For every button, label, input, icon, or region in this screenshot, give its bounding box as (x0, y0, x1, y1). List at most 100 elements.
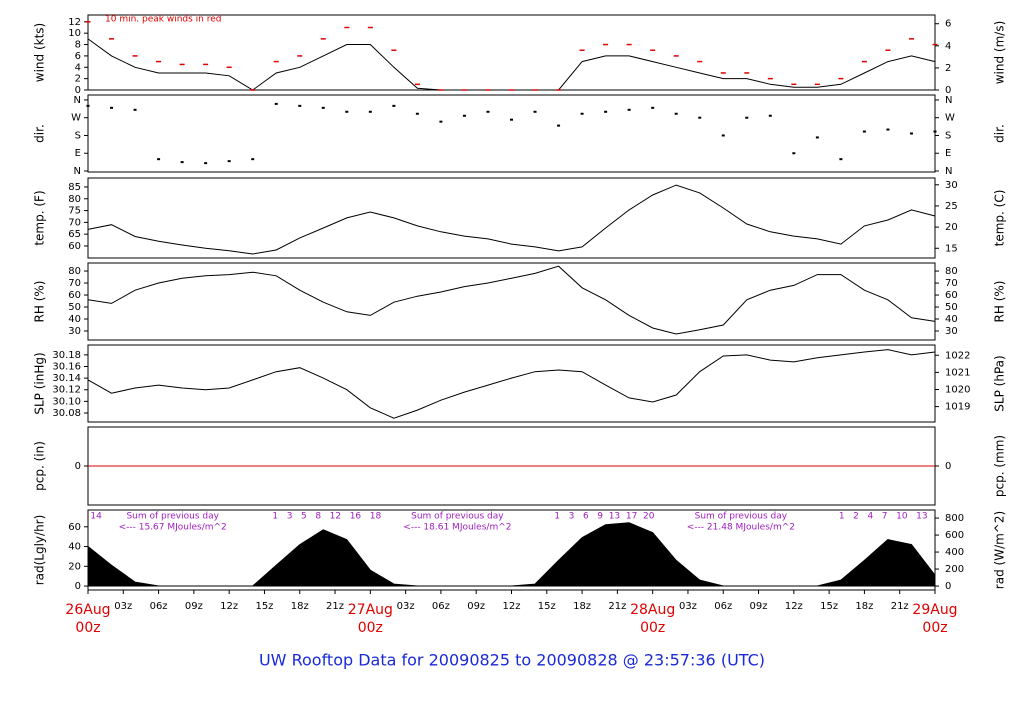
y2-tick-label: N (945, 95, 952, 106)
hour-label: 1 3 6 9 13 17 20 (554, 512, 654, 522)
dir-point (768, 114, 772, 117)
x-tick-label: 06z (150, 601, 168, 612)
dir-point (157, 158, 161, 161)
y2-tick-label: S (945, 130, 951, 141)
y2-tick-label: 70 (945, 278, 958, 289)
daily-sum-heading: Sum of previous day (695, 512, 788, 522)
y-tick-label: 30.14 (52, 373, 81, 384)
x-tick-label: 18z (573, 601, 591, 612)
dir-point (345, 110, 349, 113)
y-tick-label: 30 (68, 326, 81, 337)
x-tick-label: 00z (640, 620, 665, 636)
y2-tick-label: E (945, 148, 951, 159)
y2-tick-label: 0 (945, 461, 951, 472)
y-tick-label: 65 (68, 229, 81, 240)
y2-tick-label: 600 (945, 530, 964, 541)
y2-tick-label: 2 (945, 63, 951, 74)
y-tick-label: 30.18 (52, 350, 81, 361)
dir-point (698, 116, 702, 119)
panel-frame (87, 177, 936, 259)
dir-point (839, 158, 843, 161)
dir-point (86, 104, 90, 107)
x-tick-label: 21z (326, 601, 344, 612)
x-tick-label: 12z (503, 601, 521, 612)
y2-tick-label: 4 (945, 41, 951, 52)
daily-sum-text: <--- 15.67 MJoules/m^2 (119, 523, 227, 533)
dir-point (674, 112, 678, 115)
dir-point (251, 158, 255, 161)
y-axis-label: wind (kts) (33, 23, 47, 82)
dir-point (392, 104, 396, 107)
dir-point (909, 132, 913, 135)
dir-point (533, 110, 537, 113)
y-tick-label: 8 (75, 40, 81, 51)
page-title: UW Rooftop Data for 20090825 to 20090828… (259, 651, 765, 670)
y2-tick-label: 40 (945, 314, 958, 325)
y2-axis-label: SLP (hPa) (993, 355, 1007, 411)
y2-tick-label: 1020 (945, 384, 970, 395)
y-tick-label: 75 (68, 206, 81, 217)
y2-tick-label: 15 (945, 243, 958, 254)
dir-point (651, 106, 655, 109)
y-tick-label: W (71, 113, 81, 124)
daily-sum-heading: Sum of previous day (126, 512, 219, 522)
dir-point (510, 118, 513, 121)
x-tick-label: 18z (291, 601, 309, 612)
y2-tick-label: 0 (945, 85, 951, 96)
x-tick-label: 09z (185, 601, 203, 612)
y-tick-label: 70 (68, 278, 81, 289)
y-tick-label: 4 (75, 62, 81, 73)
y2-tick-label: 30 (945, 180, 958, 191)
y-axis-label: RH (%) (33, 281, 47, 323)
y2-tick-label: 1021 (945, 367, 970, 378)
y-tick-label: 40 (68, 314, 81, 325)
y2-tick-label: N (945, 166, 952, 177)
x-tick-label: 06z (432, 601, 450, 612)
y-axis-label: temp. (F) (33, 190, 47, 245)
daily-sum-text: <--- 18.61 MJoules/m^2 (403, 523, 511, 533)
x-date-label: 29Aug (912, 602, 957, 618)
y-tick-label: 30.16 (52, 362, 81, 373)
y2-tick-label: 60 (945, 290, 958, 301)
y-tick-label: 40 (68, 542, 81, 553)
y-axis-label: pcp. (in) (33, 441, 47, 491)
y2-tick-label: 30 (945, 326, 958, 337)
dir-point (933, 130, 937, 133)
x-tick-label: 21z (608, 601, 626, 612)
y-tick-label: 60 (68, 290, 81, 301)
x-tick-label: 09z (750, 601, 768, 612)
x-tick-label: 12z (220, 601, 238, 612)
daily-sum-text: <--- 21.48 MJoules/m^2 (687, 523, 795, 533)
dir-point (321, 106, 325, 109)
x-tick-label: 09z (467, 601, 485, 612)
y-tick-label: 2 (75, 74, 81, 85)
y-tick-label: 80 (68, 266, 81, 277)
dir-point (815, 136, 819, 139)
y-tick-label: 30.08 (52, 408, 81, 419)
y2-tick-label: 25 (945, 201, 958, 212)
y2-axis-label: pcp. (mm) (993, 435, 1007, 497)
y-tick-label: 12 (68, 17, 81, 28)
y2-tick-label: 6 (945, 19, 951, 30)
hour-label: 1 2 4 7 10 13 (839, 512, 928, 522)
y-tick-label: 30.10 (52, 396, 81, 407)
x-tick-label: 15z (538, 601, 556, 612)
data-line (87, 38, 936, 91)
data-line (87, 349, 936, 419)
y-tick-label: 50 (68, 302, 81, 313)
y2-tick-label: 1022 (945, 350, 970, 361)
dir-point (604, 110, 608, 113)
y-tick-label: N (74, 166, 81, 177)
y-tick-label: 60 (68, 522, 81, 533)
dir-point (580, 112, 584, 115)
dir-point (627, 108, 631, 111)
x-tick-label: 15z (820, 601, 838, 612)
daily-sum-heading: Sum of previous day (411, 512, 504, 522)
y-tick-label: 85 (68, 182, 81, 193)
dir-point (133, 108, 137, 111)
y2-axis-label: dir. (993, 124, 1007, 143)
y-tick-label: N (74, 95, 81, 106)
dir-point (298, 104, 302, 107)
hour-label: 1 3 5 8 12 16 18 (272, 512, 381, 522)
